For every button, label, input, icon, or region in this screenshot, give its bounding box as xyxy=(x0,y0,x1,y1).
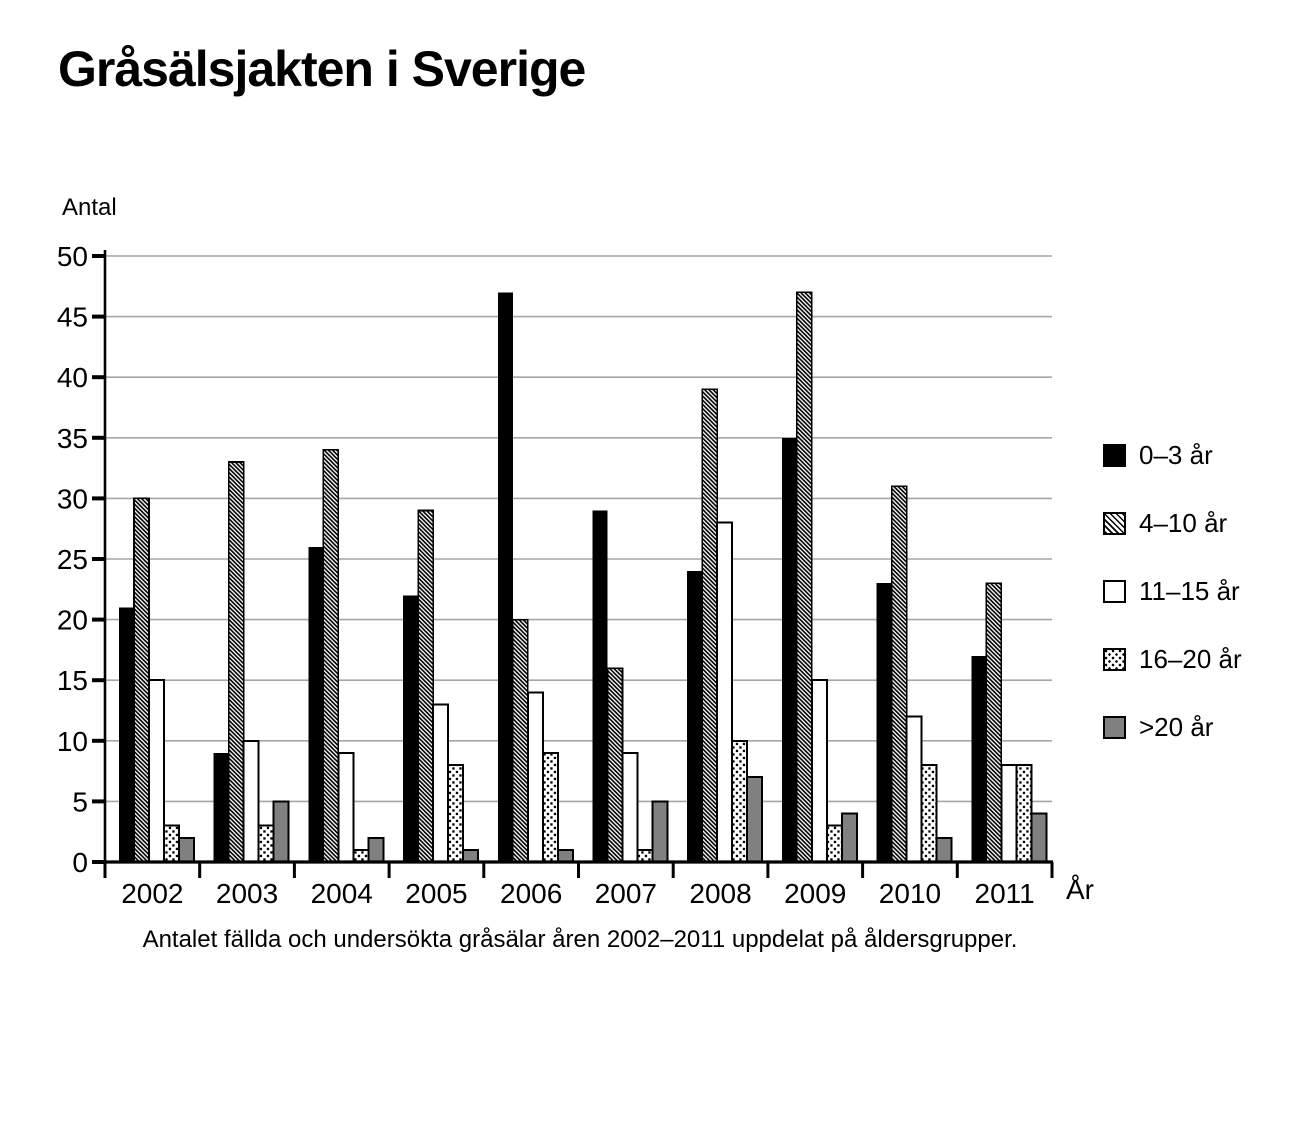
bar-2010-series-0 xyxy=(876,583,892,862)
bar-2010-series-2 xyxy=(905,715,923,863)
legend-item: 4–10 år xyxy=(1103,507,1242,538)
legend-swatch-diagonal-hatch-icon xyxy=(1103,511,1126,535)
bar-2004-series-2 xyxy=(337,751,355,864)
y-tick-label-45: 45 xyxy=(57,302,88,333)
plot-area: 0 5 10 15 20 25 30 35 40 45 50 2002 2003 2004 2005 2006… xyxy=(57,241,1054,909)
y-tick-label-30: 30 xyxy=(57,483,88,514)
bar-2011-series-0 xyxy=(971,656,987,862)
x-axis-title: År xyxy=(1066,874,1094,905)
y-axis-title: Antal xyxy=(62,194,117,221)
legend-swatch-dotted-icon xyxy=(1103,647,1126,671)
bar-2007-series-3 xyxy=(636,848,654,864)
chart-caption: Antalet fällda och undersökta gråsälar å… xyxy=(142,926,1018,953)
bar-2010-series-1 xyxy=(890,485,908,863)
bar-2005-series-4 xyxy=(462,848,480,864)
bar-2004-series-3 xyxy=(352,848,370,864)
y-tick-label-5: 5 xyxy=(72,786,88,817)
bar-2003-series-3 xyxy=(257,824,275,863)
legend-swatch-white-icon xyxy=(1103,579,1126,603)
page-title: Gråsälsjakten i Sverige xyxy=(58,41,586,97)
legend-label: 11–15 år xyxy=(1139,575,1240,606)
legend-label: >20 år xyxy=(1139,711,1214,742)
x-tick-label-2006: 2006 xyxy=(500,878,562,909)
y-tick-label-0: 0 xyxy=(72,847,88,878)
bar-2004-series-1 xyxy=(322,449,340,863)
legend-item: 0–3 år xyxy=(1103,439,1242,470)
legend-swatch-solid-gray-icon xyxy=(1103,715,1126,739)
legend-swatch-solid-black-icon xyxy=(1103,443,1126,467)
bar-2009-series-4 xyxy=(840,812,858,863)
legend-label: 16–20 år xyxy=(1139,643,1242,674)
y-tick-label-20: 20 xyxy=(57,605,88,636)
bar-2005-series-1 xyxy=(417,509,434,863)
bar-2002-series-1 xyxy=(133,497,150,863)
bar-2011-series-1 xyxy=(985,582,1003,863)
bar-2007-series-1 xyxy=(606,667,624,863)
y-tick-label-10: 10 xyxy=(57,726,88,757)
bar-2010-series-3 xyxy=(920,764,938,863)
bar-2002-series-3 xyxy=(163,824,180,863)
bar-2008-series-3 xyxy=(731,739,749,863)
bar-2009-series-1 xyxy=(796,291,813,863)
bar-2008-series-1 xyxy=(701,388,719,863)
bar-2007-series-4 xyxy=(651,800,669,864)
legend-item: 11–15 år xyxy=(1103,575,1242,606)
x-tick-label-2003: 2003 xyxy=(216,878,278,909)
y-tick-label-50: 50 xyxy=(57,241,88,272)
legend-label: 4–10 år xyxy=(1139,507,1228,538)
bar-2011-series-2 xyxy=(1000,764,1018,863)
y-tick-label-40: 40 xyxy=(57,362,88,393)
bar-2011-series-4 xyxy=(1030,812,1048,863)
bar-2005-series-0 xyxy=(403,595,419,862)
bar-2009-series-2 xyxy=(810,679,828,864)
bar-2004-series-4 xyxy=(367,836,385,863)
bar-2003-series-4 xyxy=(272,800,290,864)
bar-2009-series-0 xyxy=(781,437,797,862)
bar-2006-series-2 xyxy=(526,691,544,863)
y-tick-label-25: 25 xyxy=(57,544,88,575)
bar-2003-series-0 xyxy=(213,752,229,862)
x-tick-label-2010: 2010 xyxy=(879,878,941,909)
bar-2010-series-4 xyxy=(935,836,953,863)
chart-legend: 0–3 år 4–10 år 11–15 år 16–20 år >20 år xyxy=(1103,439,1242,782)
bar-2007-series-0 xyxy=(592,510,608,862)
x-tick-label-2011: 2011 xyxy=(975,878,1035,909)
bar-2003-series-1 xyxy=(227,461,245,863)
legend-label: 0–3 år xyxy=(1139,439,1213,470)
bar-2006-series-4 xyxy=(556,848,574,864)
bar-2006-series-3 xyxy=(541,751,559,864)
x-tick-label-2009: 2009 xyxy=(784,878,846,909)
bar-2008-series-2 xyxy=(716,521,734,863)
bar-2007-series-2 xyxy=(621,751,639,864)
bar-2008-series-0 xyxy=(687,571,703,862)
bar-2006-series-0 xyxy=(497,292,513,862)
bar-2002-series-4 xyxy=(178,836,195,863)
bar-2009-series-3 xyxy=(825,824,843,863)
legend-item: 16–20 år xyxy=(1103,643,1242,674)
bar-2011-series-3 xyxy=(1015,764,1033,863)
x-tick-label-2002: 2002 xyxy=(121,878,183,909)
bar-2003-series-2 xyxy=(242,739,260,863)
bar-2005-series-2 xyxy=(432,703,450,864)
x-tick-label-2004: 2004 xyxy=(311,878,373,909)
x-tick-label-2005: 2005 xyxy=(405,878,467,909)
bar-2002-series-2 xyxy=(148,679,165,864)
y-tick-label-35: 35 xyxy=(57,423,88,454)
bar-2004-series-0 xyxy=(308,546,324,862)
bar-2006-series-1 xyxy=(511,618,529,863)
x-tick-label-2007: 2007 xyxy=(595,878,657,909)
bar-2008-series-4 xyxy=(746,776,764,864)
y-tick-label-15: 15 xyxy=(57,665,88,696)
bar-2002-series-0 xyxy=(119,607,134,862)
bar-2005-series-3 xyxy=(447,764,465,863)
legend-item: >20 år xyxy=(1103,711,1242,742)
x-tick-label-2008: 2008 xyxy=(689,878,751,909)
